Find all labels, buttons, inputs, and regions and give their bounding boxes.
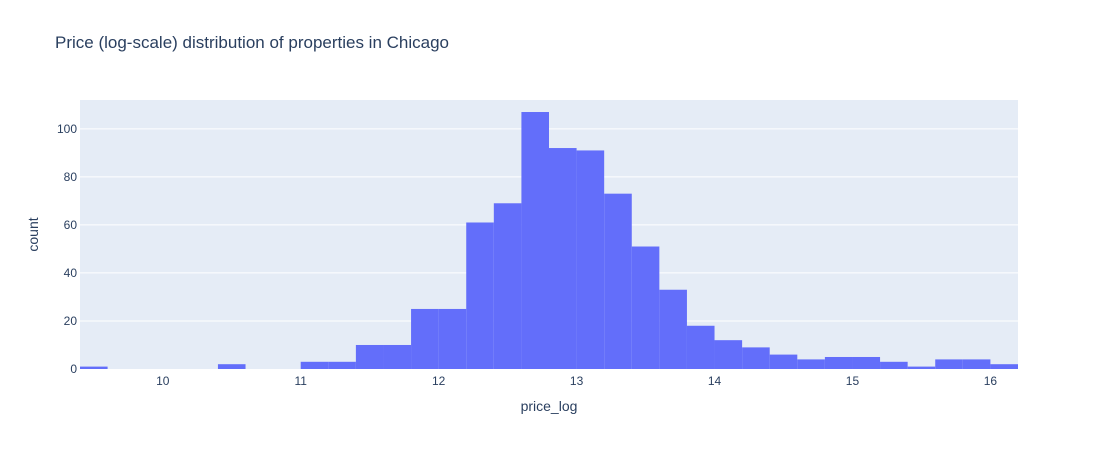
x-tick-label: 13 [570,374,584,388]
x-tick-label: 12 [432,374,446,388]
histogram-bar [880,361,908,369]
histogram-bar [604,193,632,369]
histogram-bar [907,366,936,369]
histogram-bar [659,289,687,369]
histogram-bar [355,344,384,369]
y-tick-label: 100 [57,122,77,136]
histogram-bar [990,364,1018,369]
histogram-bar [631,246,660,369]
histogram-bar [797,359,825,369]
x-tick-label: 15 [846,374,860,388]
histogram-bar [438,308,467,369]
y-tick-label: 0 [70,362,77,376]
x-tick-label: 10 [156,374,170,388]
histogram-bar [411,308,439,369]
y-axis-ticks: 0 20 40 60 80 100 [57,122,77,376]
x-axis-ticks: 10 11 12 13 14 15 16 [156,374,997,388]
histogram-bar [300,361,329,369]
histogram-bar [576,150,605,369]
y-axis-title: count [25,217,41,251]
histogram-bar [852,356,881,369]
histogram-bar [328,361,356,369]
chart-title: Price (log-scale) distribution of proper… [55,33,450,52]
histogram-bar [466,222,494,369]
y-tick-label: 20 [64,314,78,328]
histogram-bar [686,325,715,369]
histogram-bar [714,340,743,369]
histogram-bar [962,359,991,369]
y-tick-label: 40 [64,266,78,280]
x-tick-label: 16 [984,374,998,388]
histogram-bar [493,203,522,369]
histogram-bar [383,344,412,369]
x-tick-label: 14 [708,374,722,388]
y-tick-label: 60 [64,218,78,232]
x-tick-label: 11 [294,374,307,388]
histogram-bar [521,112,549,370]
histogram-bar [80,366,108,369]
histogram-bar [549,148,577,369]
histogram-bar [824,356,853,369]
x-axis-title: price_log [521,398,578,414]
bars [80,112,1018,370]
histogram-bar [935,359,963,369]
histogram-bar [769,354,798,369]
histogram-bar [217,364,246,369]
histogram-bar [742,347,770,369]
y-tick-label: 80 [64,170,78,184]
